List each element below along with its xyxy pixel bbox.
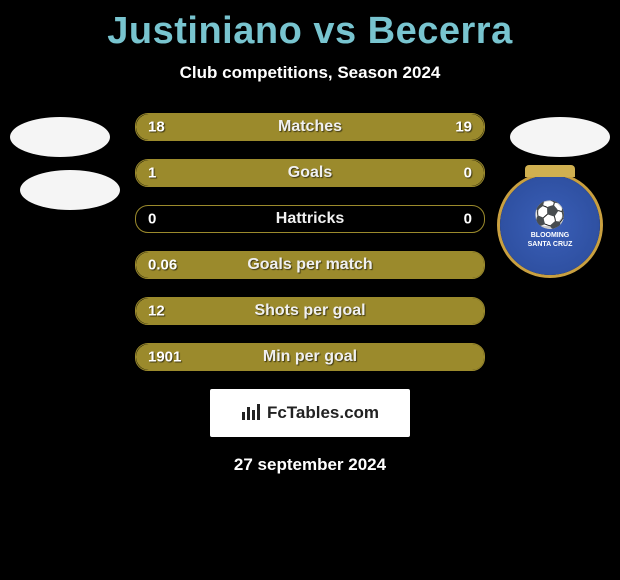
team-right-badge: [510, 117, 610, 157]
page-title: Justiniano vs Becerra: [0, 0, 620, 53]
bar-fill-left: [136, 160, 414, 186]
subtitle: Club competitions, Season 2024: [0, 63, 620, 83]
team-right-crest: BLOOMING SANTA CRUZ: [500, 175, 600, 275]
stat-label: Min per goal: [263, 348, 357, 366]
crest-inner: BLOOMING SANTA CRUZ: [528, 201, 573, 249]
bar-fill-right: [414, 160, 484, 186]
stat-value-left: 1901: [148, 349, 181, 366]
stat-label: Goals: [288, 164, 332, 182]
team-left-badge-1: [10, 117, 110, 157]
stats-comparison-chart: 18 Matches 19 1 Goals 0 0 Hattricks 0 0.06 Goals p…: [135, 113, 485, 371]
stat-row: 12 Shots per goal: [135, 297, 485, 325]
crest-text-sub: SANTA CRUZ: [528, 241, 573, 249]
crest-text-main: BLOOMING: [528, 232, 573, 240]
stat-value-right: 0: [464, 211, 472, 228]
stat-row: 0.06 Goals per match: [135, 251, 485, 279]
stat-value-left: 1: [148, 165, 156, 182]
stat-value-right: 0: [464, 165, 472, 182]
soccer-ball-icon: [536, 201, 564, 229]
stat-label: Hattricks: [276, 210, 344, 228]
stat-value-left: 0: [148, 211, 156, 228]
stat-label: Shots per goal: [254, 302, 365, 320]
bar-chart-icon: [241, 402, 261, 425]
stat-label: Goals per match: [247, 256, 372, 274]
stat-label: Matches: [278, 118, 342, 136]
attribution-badge: FcTables.com: [210, 389, 410, 437]
stat-value-left: 0.06: [148, 257, 177, 274]
stat-value-left: 12: [148, 303, 165, 320]
stat-value-left: 18: [148, 119, 165, 136]
team-left-badge-2: [20, 170, 120, 210]
stat-value-right: 19: [455, 119, 472, 136]
stat-row: 1 Goals 0: [135, 159, 485, 187]
stat-row: 1901 Min per goal: [135, 343, 485, 371]
attribution-text: FcTables.com: [267, 403, 379, 423]
stat-row: 0 Hattricks 0: [135, 205, 485, 233]
snapshot-date: 27 september 2024: [0, 455, 620, 475]
stat-row: 18 Matches 19: [135, 113, 485, 141]
